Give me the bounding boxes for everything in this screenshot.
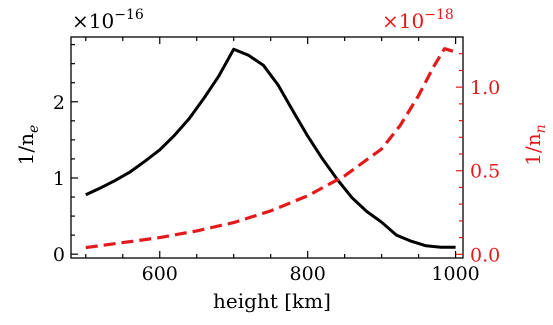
x-tick-label: 800: [290, 263, 326, 285]
axes: 600 800 1000 0 1 2 0.0 0.5 1.0: [53, 36, 500, 285]
series-line-inverse-nn: [85, 47, 457, 250]
left-tick-label: 2: [53, 92, 65, 114]
left-tick-label: 0: [53, 244, 65, 266]
series-line-inverse-ne: [85, 47, 456, 249]
plot-area: [85, 47, 457, 250]
right-tick-label: 1.0: [470, 77, 500, 99]
left-axis-label-sub: e: [26, 125, 42, 133]
x-tick-label: 600: [142, 263, 178, 285]
x-tick-label: 1000: [431, 263, 479, 285]
right-axis-multiplier: ×10−18: [382, 7, 454, 33]
plot-frame: [70, 36, 464, 259]
x-axis-label: height [km]: [213, 289, 331, 313]
right-axis-label-sub: n: [533, 124, 549, 133]
right-tick-label: 0.5: [470, 161, 500, 183]
left-axis-multiplier: ×10−16: [72, 7, 144, 33]
right-axis-label: 1/nn: [521, 124, 549, 165]
left-tick-label: 1: [53, 168, 65, 190]
left-axis-label: 1/ne: [14, 125, 42, 166]
right-tick-label: 0.0: [470, 244, 500, 266]
